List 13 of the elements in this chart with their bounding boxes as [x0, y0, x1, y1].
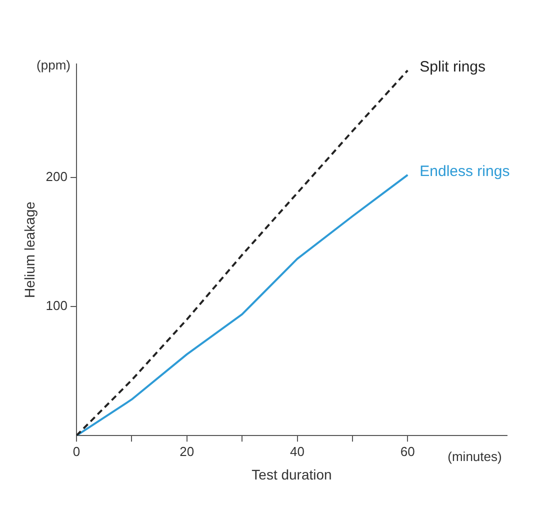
y-tick-label: 100 [46, 298, 68, 314]
x-axis-title: Test duration [252, 466, 332, 482]
text: (minutes) [448, 449, 502, 464]
line-series [76, 69, 409, 436]
x-tick-label: 40 [290, 444, 304, 459]
x-tick-label: 60 [400, 444, 415, 459]
series-label: Endless rings [420, 163, 510, 180]
y-tick-label: 200 [46, 169, 68, 184]
text: (ppm) [36, 58, 70, 73]
series-label: Split rings [420, 58, 486, 76]
x-tick-label: 0 [72, 444, 80, 459]
y-axis-title: Helium leakage [21, 201, 38, 298]
x-tick-label: 20 [180, 444, 194, 459]
